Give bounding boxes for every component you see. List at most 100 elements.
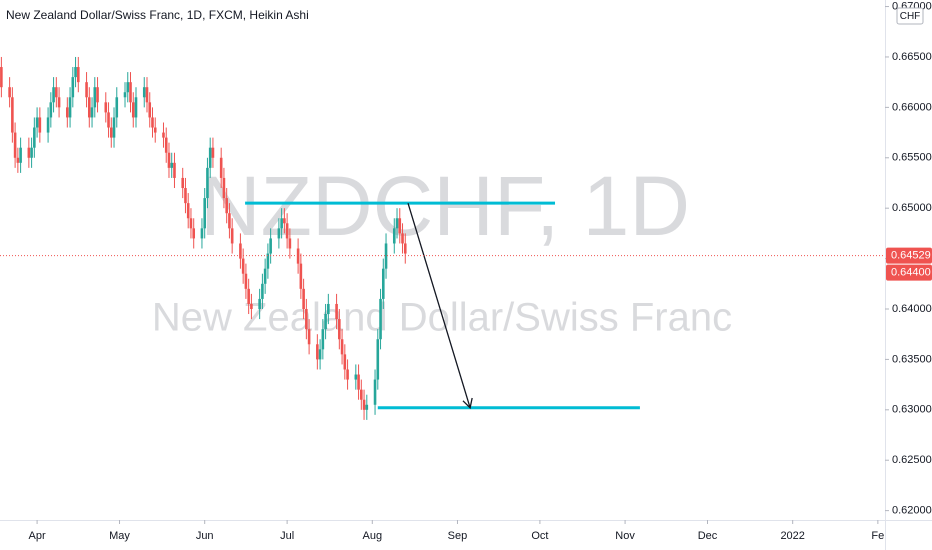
currency-box [896,7,924,25]
watermark-description: New Zealand Dollar/Swiss Franc [152,296,732,340]
y-tick-label: 0.63000 [892,404,932,416]
candle-body [164,137,168,153]
x-tick-label: Oct [531,530,548,542]
candle-body [280,218,283,229]
candle-body [33,127,36,148]
candle-body [19,147,22,163]
candle-body [230,228,234,244]
candle-body [115,97,119,118]
candle-body [112,117,116,138]
candle-body [219,157,223,178]
candle-body [148,102,152,118]
candle-body [365,404,369,410]
x-tick-label: Sep [448,530,468,542]
candle-body [96,87,99,103]
candle-body [151,117,154,128]
candle-body [49,102,53,118]
candle-body [261,283,264,299]
candle-body [324,314,327,330]
candle-body [200,228,204,239]
y-tick-label: 0.65500 [892,152,932,164]
candle-body [244,273,248,289]
candle-body [167,152,171,168]
candle-body [8,87,11,98]
candle-body [327,303,330,315]
x-tick-label: Dec [698,530,718,542]
candle-body [52,87,55,103]
y-tick-label: 0.62000 [892,505,932,517]
candle-body [305,308,308,330]
candle-body [123,92,127,98]
candle-body [392,228,396,244]
price-label: 0.64529 [891,250,931,262]
candle-body [57,97,61,108]
candle-body [316,344,319,360]
candle-body [66,107,69,118]
candle-body [192,228,196,239]
candle-body [360,389,363,400]
candle-body [401,233,404,244]
candle-body [93,87,97,108]
candle-body [354,374,358,380]
y-tick-label: 0.62500 [892,454,932,466]
candle-body [381,268,385,299]
y-tick-label: 0.65000 [892,202,932,214]
candle-body [181,177,185,189]
candle-body [203,198,206,229]
candle-body [307,329,311,345]
candle-body [87,97,91,118]
candle-body [283,218,286,224]
candle-body [379,298,382,340]
arrow-head [462,397,473,410]
candle-body [173,162,176,178]
candle-body [206,167,209,199]
x-tick-label: Fe [871,530,884,542]
x-tick-label: 2022 [780,530,804,542]
price-label-box [886,247,932,264]
candle-body [16,157,20,163]
candle-body [296,248,300,264]
candle-body [55,87,58,98]
candle-body [398,218,402,234]
candle-body [208,147,212,168]
chart-title: New Zealand Dollar/Swiss Franc, 1D, FXCM… [6,8,309,22]
candle-body [318,349,322,360]
candle-body [299,263,303,289]
candle-body [11,97,14,133]
candle-body [241,258,245,274]
candle-body [376,339,380,380]
arrow-line [407,202,471,408]
candle-body [46,117,50,133]
candle-body [239,243,242,259]
price-label: 0.64400 [891,267,931,279]
candle-body [126,82,130,93]
candle-body [129,82,132,103]
candle-body [35,117,39,128]
candle-body [222,177,226,199]
candle-body [68,97,72,118]
candle-body [13,132,17,158]
candle-body [277,228,281,239]
candle-body [71,77,75,98]
y-tick-label: 0.66000 [892,101,932,113]
candle-body [395,218,399,229]
candle-body [340,339,344,355]
candle-body [142,87,146,98]
candle-body [338,319,341,340]
currency-label: CHF [900,11,921,22]
y-tick-label: 0.63500 [892,353,932,365]
candle-body [131,102,135,118]
x-tick-label: Nov [615,530,635,542]
candle-body [186,203,190,219]
candle-body [104,102,108,113]
candle-body [77,67,80,83]
candle-body [346,369,349,380]
candle-body [343,354,347,370]
x-tick-label: Jul [280,530,294,542]
candle-body [27,147,31,158]
candle-body [384,243,388,269]
candle-body [153,127,157,133]
candle-body [403,243,407,254]
x-tick-label: Apr [29,530,46,542]
